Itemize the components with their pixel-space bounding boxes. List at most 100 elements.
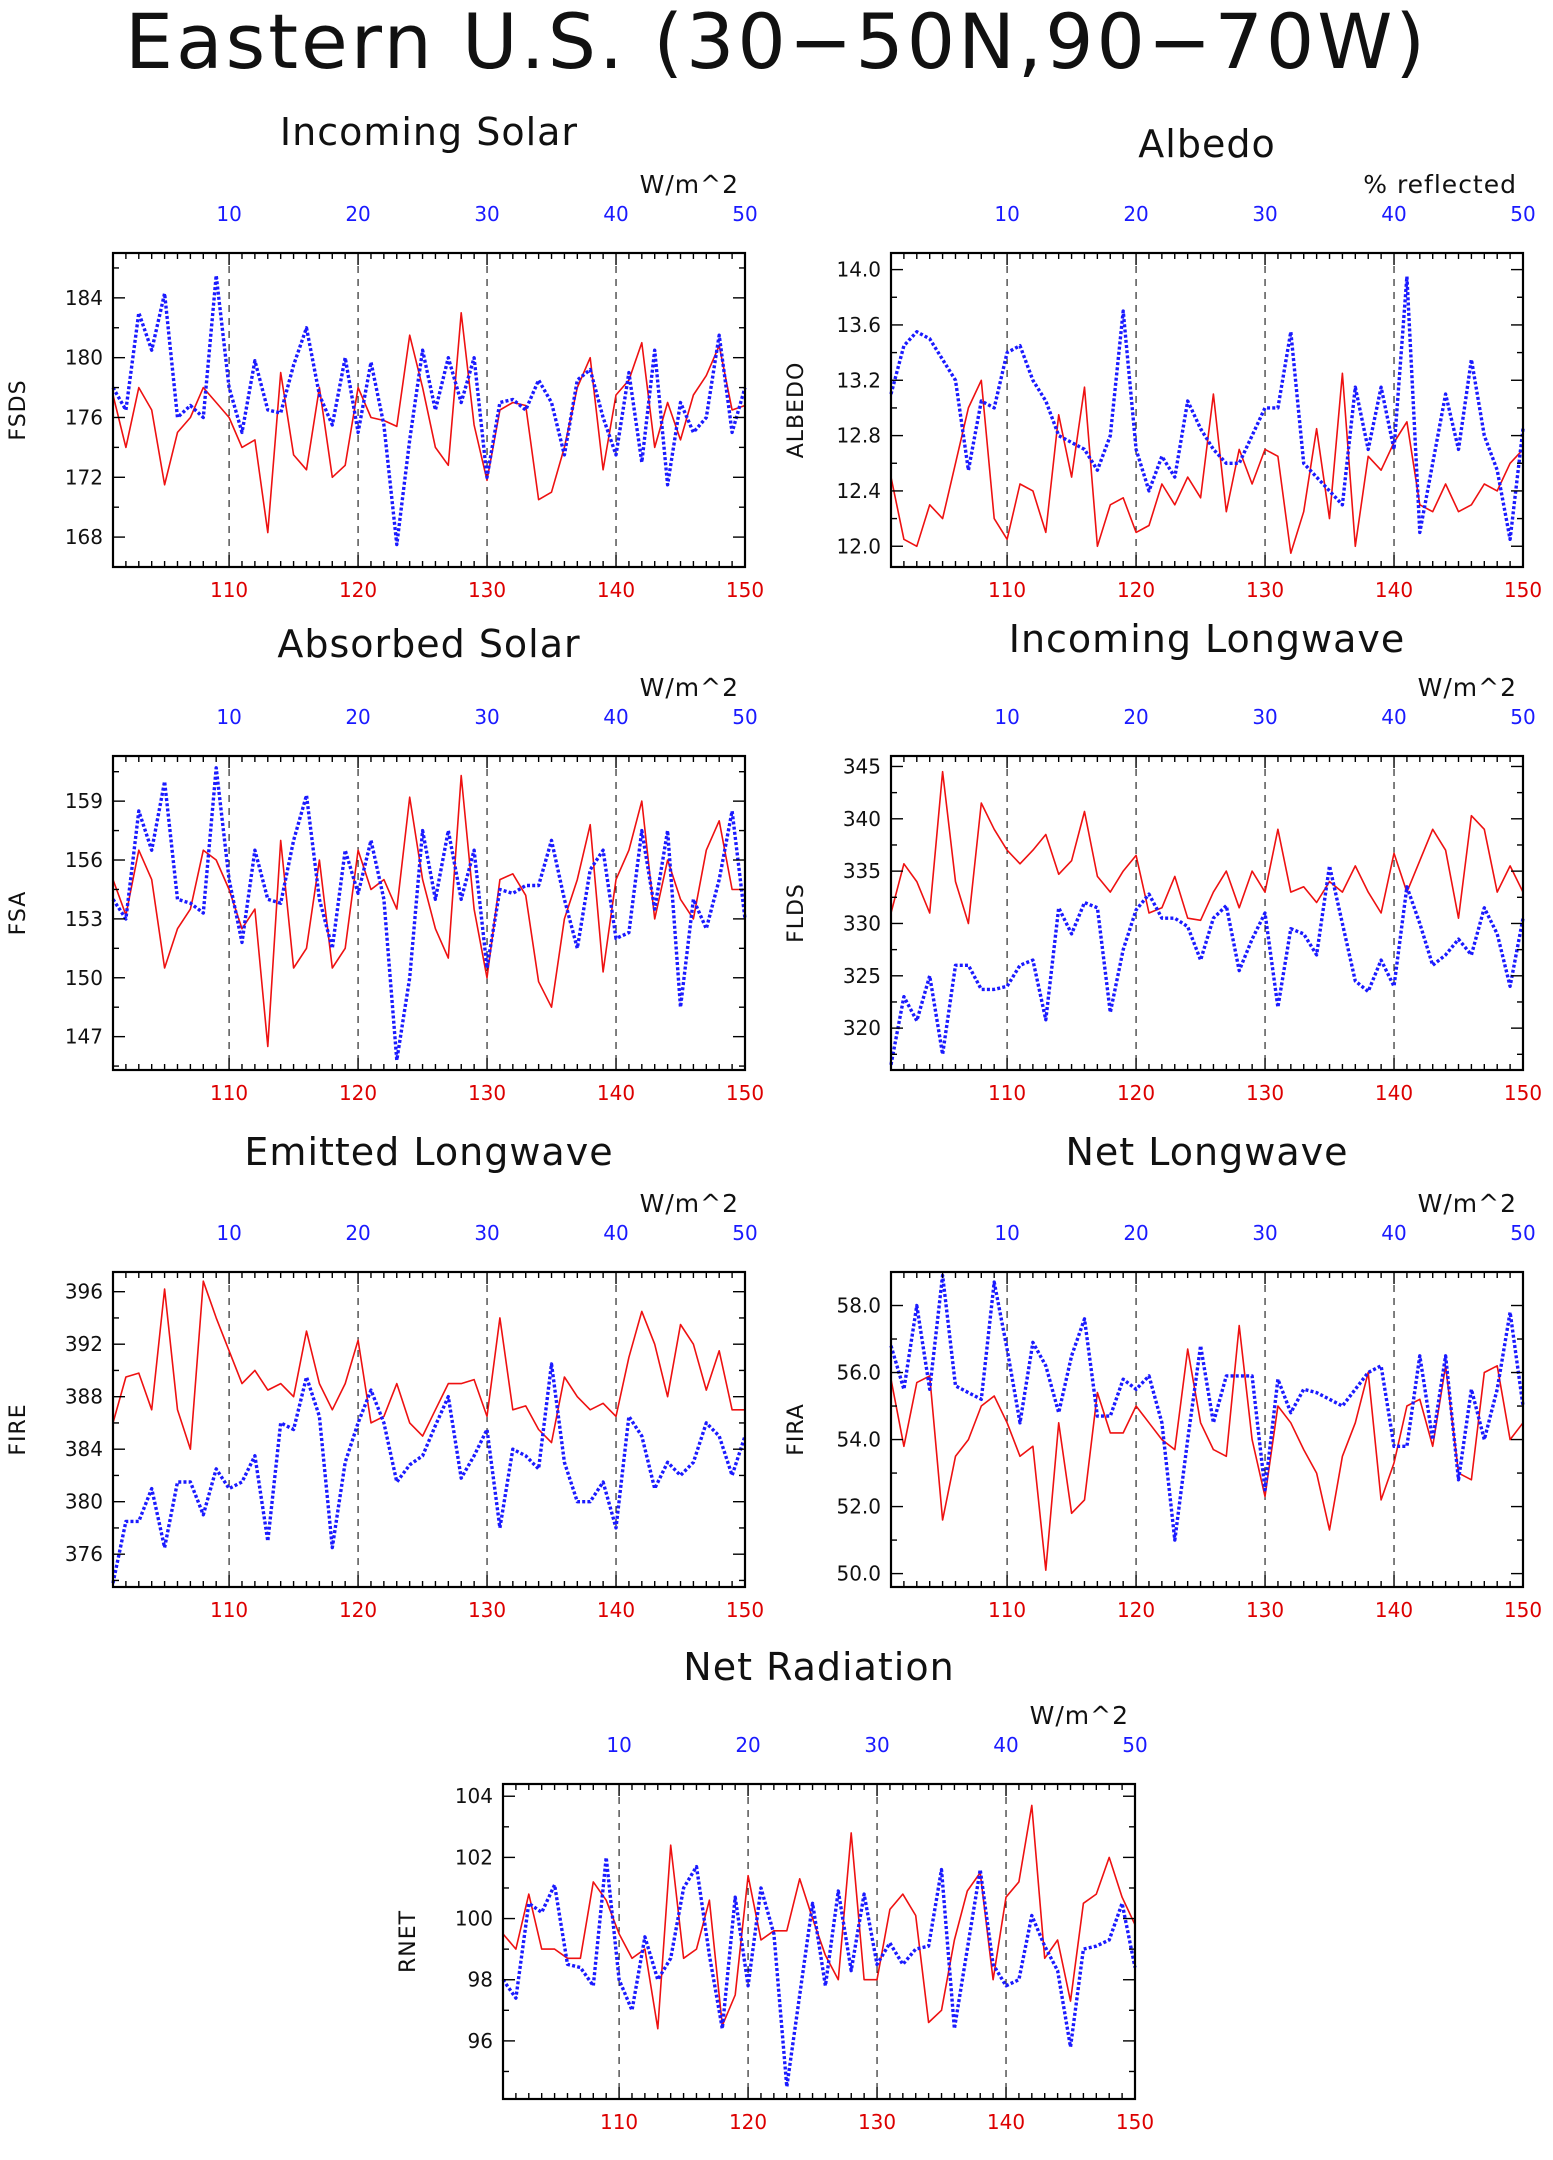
top-tick-label: 40 xyxy=(993,1733,1018,1757)
y-tick-label: 12.4 xyxy=(836,479,881,503)
top-tick-label: 20 xyxy=(1123,1221,1148,1245)
chart-panel-net-radiation: Net Radiation 110 120 130 140 150 10 20 30 40 50 W/… xyxy=(396,1645,1154,2134)
y-tick-label: 340 xyxy=(843,807,881,831)
chart-title: Net Radiation xyxy=(683,1645,954,1689)
y-tick-label: 98 xyxy=(468,1968,493,1992)
top-tick-label: 10 xyxy=(606,1733,631,1757)
series-line-red xyxy=(112,1280,745,1450)
x-tick-label: 110 xyxy=(210,1598,248,1622)
top-tick-label: 10 xyxy=(216,202,241,226)
y-tick-label: 396 xyxy=(65,1280,103,1304)
x-tick-label: 150 xyxy=(1504,578,1542,602)
x-tick-label: 130 xyxy=(858,2110,896,2134)
y-tick-label: 172 xyxy=(65,465,103,489)
top-tick-label: 40 xyxy=(603,202,628,226)
top-tick-label: 30 xyxy=(474,705,499,729)
top-tick-label: 30 xyxy=(1252,705,1277,729)
y-tick-label: 100 xyxy=(455,1907,493,1931)
units-label: W/m^2 xyxy=(640,1189,739,1218)
chart-title: Incoming Longwave xyxy=(1009,617,1405,661)
top-tick-label: 50 xyxy=(1122,1733,1147,1757)
y-tick-label: 147 xyxy=(65,1025,103,1049)
plot-frame xyxy=(111,754,747,1072)
y-tick-label: 14.0 xyxy=(836,258,881,282)
plot-frame xyxy=(111,1270,747,1589)
x-tick-label: 120 xyxy=(1117,578,1155,602)
top-tick-label: 30 xyxy=(474,1221,499,1245)
y-tick-label: 320 xyxy=(843,1016,881,1040)
series-line-red xyxy=(502,1804,1136,2030)
y-tick-label: 50.0 xyxy=(836,1562,881,1586)
top-tick-label: 20 xyxy=(345,705,370,729)
top-tick-label: 20 xyxy=(735,1733,760,1757)
x-tick-label: 140 xyxy=(597,1081,635,1105)
top-tick-label: 50 xyxy=(732,202,757,226)
series-line-red xyxy=(890,1324,1524,1571)
plot-frame xyxy=(889,754,1525,1072)
x-tick-label: 130 xyxy=(468,1081,506,1105)
top-tick-label: 40 xyxy=(1381,705,1406,729)
top-tick-label: 10 xyxy=(216,705,241,729)
x-tick-label: 130 xyxy=(1246,1081,1284,1105)
y-tick-label: 380 xyxy=(65,1490,103,1514)
top-tick-label: 40 xyxy=(1381,1221,1406,1245)
y-tick-label: 12.8 xyxy=(836,424,881,448)
series-line-blue xyxy=(889,1273,1525,1542)
x-tick-label: 110 xyxy=(988,1081,1026,1105)
y-tick-label: 335 xyxy=(843,859,881,883)
x-tick-label: 110 xyxy=(210,1081,248,1105)
y-tick-label: 58.0 xyxy=(836,1294,881,1318)
top-tick-label: 50 xyxy=(732,1221,757,1245)
chart-panel-incoming-longwave: Incoming Longwave 110 120 130 140 150 10 20 30 40… xyxy=(784,617,1542,1105)
top-tick-label: 30 xyxy=(474,202,499,226)
chart-title: Emitted Longwave xyxy=(244,1130,613,1174)
y-axis-label: FIRE xyxy=(6,1403,31,1455)
chart-panel-albedo: Albedo 110 120 130 140 150 10 20 30 40 50 % reflect… xyxy=(784,122,1542,602)
y-tick-label: 12.0 xyxy=(836,534,881,558)
x-tick-label: 140 xyxy=(1375,578,1413,602)
x-tick-label: 150 xyxy=(726,578,764,602)
y-tick-label: 330 xyxy=(843,911,881,935)
chart-title: Albedo xyxy=(1138,122,1275,166)
x-tick-label: 120 xyxy=(339,1598,377,1622)
chart-panel-emitted-longwave: Emitted Longwave 110 120 130 140 150 10 20 30 40 5… xyxy=(6,1130,764,1622)
y-tick-label: 52.0 xyxy=(836,1495,881,1519)
y-tick-label: 96 xyxy=(468,2029,493,2053)
units-label: W/m^2 xyxy=(1418,1189,1517,1218)
x-tick-label: 140 xyxy=(597,578,635,602)
y-tick-label: 384 xyxy=(65,1437,103,1461)
x-tick-label: 130 xyxy=(468,1598,506,1622)
plot-frame xyxy=(111,251,747,569)
plot-frame xyxy=(889,251,1525,569)
figure-title: Eastern U.S. (30−50N,90−70W) xyxy=(125,0,1428,86)
x-tick-label: 140 xyxy=(597,1598,635,1622)
y-tick-label: 168 xyxy=(65,525,103,549)
y-tick-label: 153 xyxy=(65,907,103,931)
top-tick-label: 30 xyxy=(1252,202,1277,226)
top-tick-label: 40 xyxy=(603,705,628,729)
y-tick-label: 13.6 xyxy=(836,313,881,337)
top-tick-label: 30 xyxy=(864,1733,889,1757)
chart-panel-net-longwave: Net Longwave 110 120 130 140 150 10 20 30 40 50 W/m… xyxy=(784,1130,1542,1622)
x-tick-label: 120 xyxy=(1117,1081,1155,1105)
x-tick-label: 150 xyxy=(1504,1598,1542,1622)
units-label: W/m^2 xyxy=(1418,673,1517,702)
top-tick-label: 10 xyxy=(216,1221,241,1245)
x-tick-label: 130 xyxy=(1246,578,1284,602)
x-tick-label: 110 xyxy=(988,1598,1026,1622)
y-tick-label: 180 xyxy=(65,346,103,370)
series-line-red xyxy=(112,774,745,1048)
x-tick-label: 120 xyxy=(1117,1598,1155,1622)
y-axis-label: FIRA xyxy=(784,1403,809,1456)
y-tick-label: 184 xyxy=(65,286,103,310)
x-tick-label: 120 xyxy=(729,2110,767,2134)
top-tick-label: 20 xyxy=(345,202,370,226)
y-tick-label: 102 xyxy=(455,1845,493,1869)
top-tick-label: 40 xyxy=(603,1221,628,1245)
x-tick-label: 150 xyxy=(726,1081,764,1105)
x-tick-label: 140 xyxy=(1375,1081,1413,1105)
top-tick-label: 50 xyxy=(1510,202,1535,226)
units-label: W/m^2 xyxy=(640,673,739,702)
chart-panel-absorbed-solar: Absorbed Solar 110 120 130 140 150 10 20 30 40 50 W… xyxy=(6,622,764,1105)
